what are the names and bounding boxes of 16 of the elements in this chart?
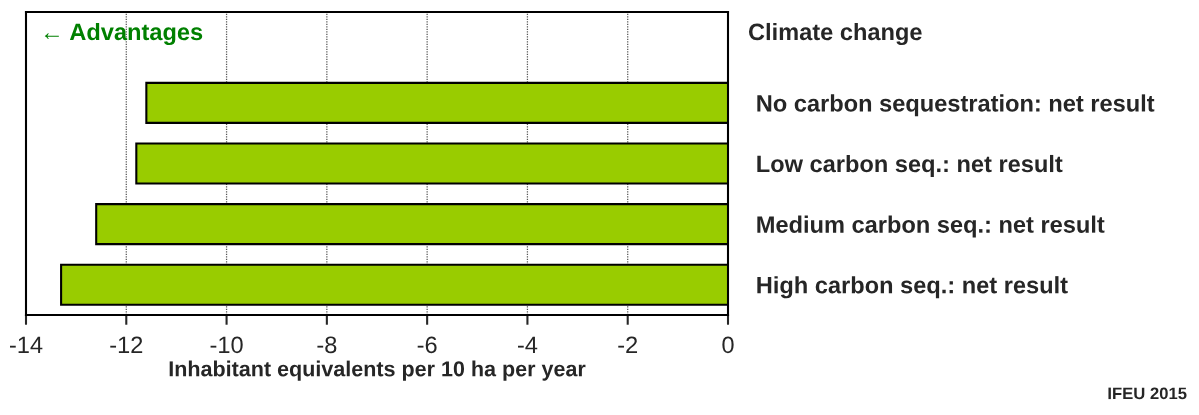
x-tick-label: -10 xyxy=(210,336,243,354)
text: Climate change xyxy=(748,22,922,46)
y-tick-label: Low carbon seq.: net result xyxy=(757,154,1063,177)
x-axis-title: Inhabitant equivalents per 10 ha per year xyxy=(169,360,586,381)
y-tick-label: Medium carbon seq.: net result xyxy=(757,215,1105,238)
text: ← Advantages xyxy=(44,22,203,46)
y-tick-label: No carbon sequestration: net result xyxy=(757,94,1155,117)
x-tick-label: -2 xyxy=(618,336,638,353)
x-tick-label: -14 xyxy=(9,336,43,353)
x-tick-label: -4 xyxy=(517,336,538,353)
x-tick-label: 0 xyxy=(722,336,734,354)
x-tick-label: -6 xyxy=(417,336,437,354)
x-tick-label: -8 xyxy=(317,336,337,354)
text: IFEU 2015 xyxy=(1108,387,1187,400)
x-tick-label: -12 xyxy=(110,336,143,353)
y-tick-label: High carbon seq.: net result xyxy=(757,276,1068,299)
